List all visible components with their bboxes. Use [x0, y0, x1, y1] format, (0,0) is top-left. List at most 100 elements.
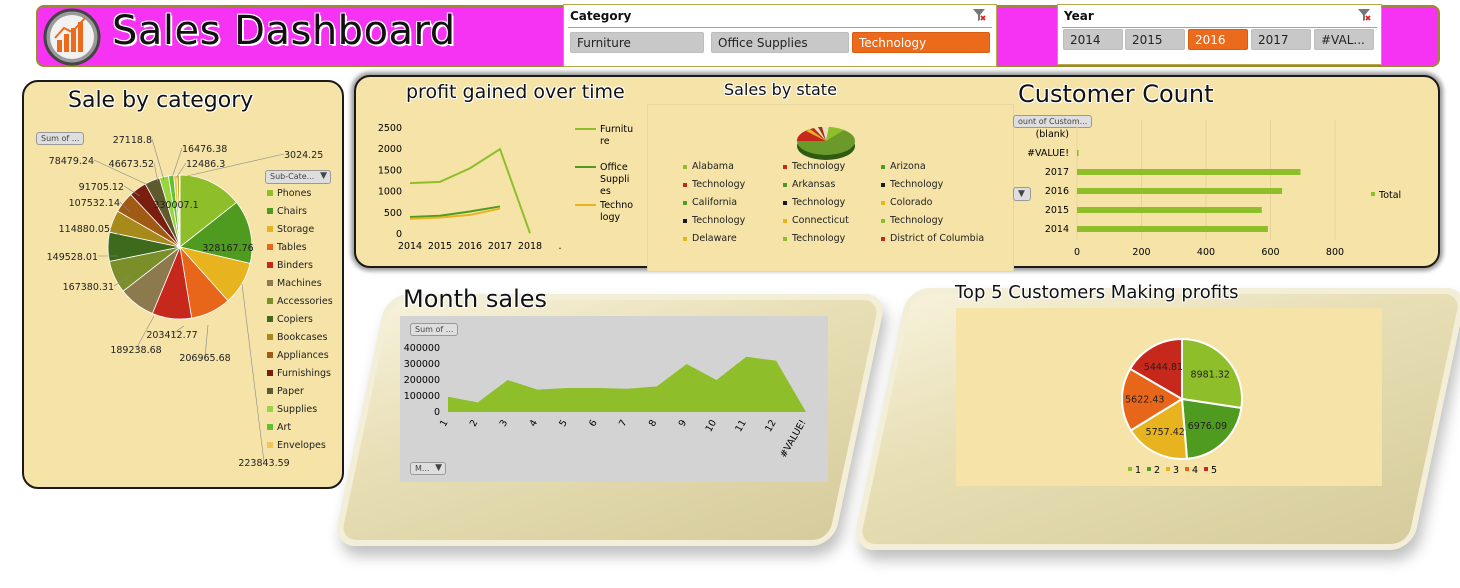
- data-label: 149528.01: [47, 252, 98, 263]
- customer-count-title: Customer Count: [1018, 80, 1214, 108]
- x-tick-label: 400: [1197, 247, 1215, 258]
- legend-swatch: [1147, 467, 1151, 471]
- x-tick-label: 9: [677, 418, 690, 429]
- bar: [1077, 150, 1079, 156]
- leader-line: [241, 283, 265, 463]
- legend-label: Arkansas: [792, 179, 836, 190]
- legend-swatch: [1166, 467, 1170, 471]
- subcategory-filter-button[interactable]: Sub-Cate... ▼: [265, 170, 331, 184]
- data-label: 203412.77: [146, 330, 197, 341]
- y-tick-label: 2016: [1045, 186, 1069, 197]
- x-tick-label: 10: [704, 418, 720, 434]
- sum-field-button[interactable]: Sum of ...: [36, 132, 85, 145]
- legend-label: Chairs: [277, 206, 307, 217]
- year-slicer: Year 2014 2015 2016 2017 #VAL...: [1057, 4, 1382, 65]
- x-tick-label: 7: [617, 418, 630, 429]
- y-tick-label: 100000: [404, 391, 440, 402]
- data-label: 16476.38: [182, 144, 227, 155]
- state-legend-item: District of Columbia: [881, 233, 984, 244]
- category-option-office-supplies[interactable]: Office Supplies: [711, 32, 849, 53]
- pie-slice: [179, 201, 253, 264]
- data-label: 91705.12: [79, 182, 124, 193]
- legend-swatch: [783, 236, 787, 241]
- legend-item: Furnishings: [267, 368, 333, 386]
- x-tick-label: 12: [763, 418, 779, 434]
- legend-swatch: [267, 352, 273, 358]
- legend-item: Art: [267, 422, 333, 440]
- y-tick-label: 0: [434, 407, 440, 418]
- x-tick-label: 8: [647, 418, 660, 429]
- state-legend-item: Arkansas: [783, 179, 835, 190]
- legend-swatch: [267, 262, 273, 268]
- legend-item: Chairs: [267, 206, 333, 224]
- profit-over-time-chart: 0 500 1000 1500 2000 2500 2014 2015 2016 2017 2018…: [370, 104, 638, 266]
- bar: [1077, 207, 1262, 213]
- filter-clear-icon[interactable]: [1357, 8, 1371, 22]
- y-tick-label: 300000: [404, 359, 440, 370]
- legend-swatch: [783, 164, 787, 169]
- legend-label: Phones: [277, 188, 312, 199]
- legend-label: Technology: [792, 161, 846, 172]
- category-option-furniture[interactable]: Furniture: [570, 32, 704, 53]
- data-label: 5622.43: [1125, 394, 1164, 405]
- data-label: 12486.3: [186, 159, 225, 170]
- pie-slice: [1180, 397, 1243, 460]
- subcategory-filter-label: Sub-Cate...: [270, 172, 315, 181]
- year-option-2014[interactable]: 2014: [1063, 29, 1123, 50]
- y-tick-label: (blank): [1036, 129, 1069, 140]
- bar: [1077, 169, 1301, 175]
- y-tick-label: 2500: [378, 123, 402, 134]
- legend-label: Supplies: [277, 404, 318, 415]
- leader-line: [119, 201, 131, 213]
- leader-line: [151, 138, 165, 181]
- legend-item: Envelopes: [267, 440, 333, 458]
- legend-label: Arizona: [890, 161, 926, 172]
- year-option-value-error[interactable]: #VAL...: [1314, 29, 1374, 50]
- leader-line: [109, 227, 121, 236]
- chart-logo-icon: [43, 8, 101, 66]
- leader-line: [135, 315, 155, 350]
- state-legend-item: Technology: [683, 179, 745, 190]
- chevron-down-icon: ▼: [1018, 189, 1025, 199]
- leader-line: [171, 325, 185, 335]
- month-sales-field-button[interactable]: Sum of ...: [410, 323, 459, 336]
- year-option-2015[interactable]: 2015: [1125, 29, 1185, 50]
- year-slicer-label: Year: [1064, 9, 1094, 23]
- legend-label: Technology: [692, 179, 746, 190]
- legend-label: Technology: [890, 215, 944, 226]
- x-tick-label: #VALUE!: [778, 418, 808, 460]
- legend-swatch: [881, 218, 885, 223]
- page-title: Sales Dashboard: [112, 8, 456, 54]
- bar: [1077, 226, 1268, 232]
- data-label: 5444.81: [1144, 362, 1183, 373]
- legend-swatch: [881, 164, 885, 169]
- legend-swatch: [267, 388, 273, 394]
- category-option-technology[interactable]: Technology: [852, 32, 990, 53]
- axis-filter-button[interactable]: ▼: [1013, 187, 1031, 201]
- legend-label: Appliances: [277, 350, 329, 361]
- legend-swatch: [683, 218, 687, 223]
- legend-swatch: [881, 182, 885, 187]
- count-field-button[interactable]: ount of Custom...: [1013, 115, 1093, 128]
- leader-line: [153, 162, 159, 183]
- category-slicer-label: Category: [570, 9, 632, 23]
- legend-label: re: [600, 136, 610, 147]
- year-option-2017[interactable]: 2017: [1251, 29, 1311, 50]
- x-tick-label: 6: [587, 418, 600, 429]
- x-tick-label: 4: [528, 418, 541, 429]
- legend-swatch: [683, 182, 687, 187]
- legend-label: Technology: [692, 215, 746, 226]
- pie-slice: [179, 174, 181, 248]
- legend-swatch: [267, 424, 273, 430]
- legend-label: 2: [1154, 465, 1160, 476]
- filter-clear-icon[interactable]: [972, 8, 986, 22]
- legend-label: Storage: [277, 224, 315, 235]
- legend-swatch: [267, 244, 273, 250]
- month-axis-button[interactable]: M... ▼: [410, 462, 446, 475]
- x-tick-label: 2: [468, 418, 481, 429]
- data-label: 5757.42: [1146, 427, 1185, 438]
- year-option-2016[interactable]: 2016: [1188, 29, 1248, 50]
- legend-label: es: [600, 186, 611, 197]
- leader-line: [123, 185, 141, 197]
